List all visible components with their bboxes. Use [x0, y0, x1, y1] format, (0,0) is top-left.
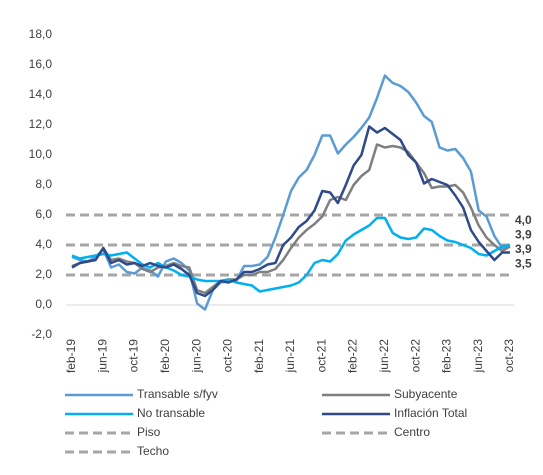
x-tick-label: oct-21 — [314, 339, 328, 373]
x-tick-label: oct-23 — [502, 339, 516, 373]
series-line — [71, 216, 511, 293]
x-tick-label: oct-19 — [127, 339, 141, 373]
end-label: 3,9 — [515, 242, 532, 256]
x-tick-label: feb-21 — [252, 339, 266, 373]
y-tick-label: -2,0 — [31, 327, 52, 341]
end-label: 3,5 — [515, 257, 532, 271]
legend-label: No transable — [137, 406, 205, 420]
legend-label: Transable s/fyv — [137, 387, 218, 401]
x-tick-label: jun-19 — [95, 339, 109, 374]
legend-label: Subyacente — [394, 387, 458, 401]
end-label: 3,9 — [515, 228, 532, 242]
legend-label: Techo — [137, 444, 169, 458]
y-tick-label: 6,0 — [35, 207, 52, 221]
y-tick-label: 4,0 — [35, 237, 52, 251]
x-tick-label: feb-22 — [346, 339, 360, 373]
y-tick-label: 8,0 — [35, 177, 52, 191]
y-tick-label: 10,0 — [29, 147, 53, 161]
x-tick-label: jun-23 — [471, 339, 485, 374]
y-tick-label: 16,0 — [29, 57, 53, 71]
x-tick-label: jun-20 — [189, 339, 203, 374]
x-tick-label: jun-22 — [377, 339, 391, 374]
y-tick-label: 12,0 — [29, 117, 53, 131]
legend-label: Inflación Total — [394, 406, 467, 420]
y-tick-label: 14,0 — [29, 87, 53, 101]
y-tick-label: 2,0 — [35, 267, 52, 281]
y-tick-label: 18,0 — [29, 27, 53, 41]
end-label: 4,0 — [515, 213, 532, 227]
y-tick-label: 0,0 — [35, 297, 52, 311]
x-tick-label: feb-19 — [64, 339, 78, 373]
x-tick-label: oct-20 — [221, 339, 235, 373]
series-line — [71, 143, 511, 295]
x-tick-label: feb-20 — [158, 339, 172, 373]
x-tick-label: jun-21 — [283, 339, 297, 374]
legend-label: Piso — [137, 425, 161, 439]
x-tick-label: oct-22 — [408, 339, 422, 373]
x-tick-label: feb-23 — [440, 339, 454, 373]
series-line — [71, 125, 510, 298]
legend-label: Centro — [394, 425, 430, 439]
series-line — [71, 74, 511, 311]
